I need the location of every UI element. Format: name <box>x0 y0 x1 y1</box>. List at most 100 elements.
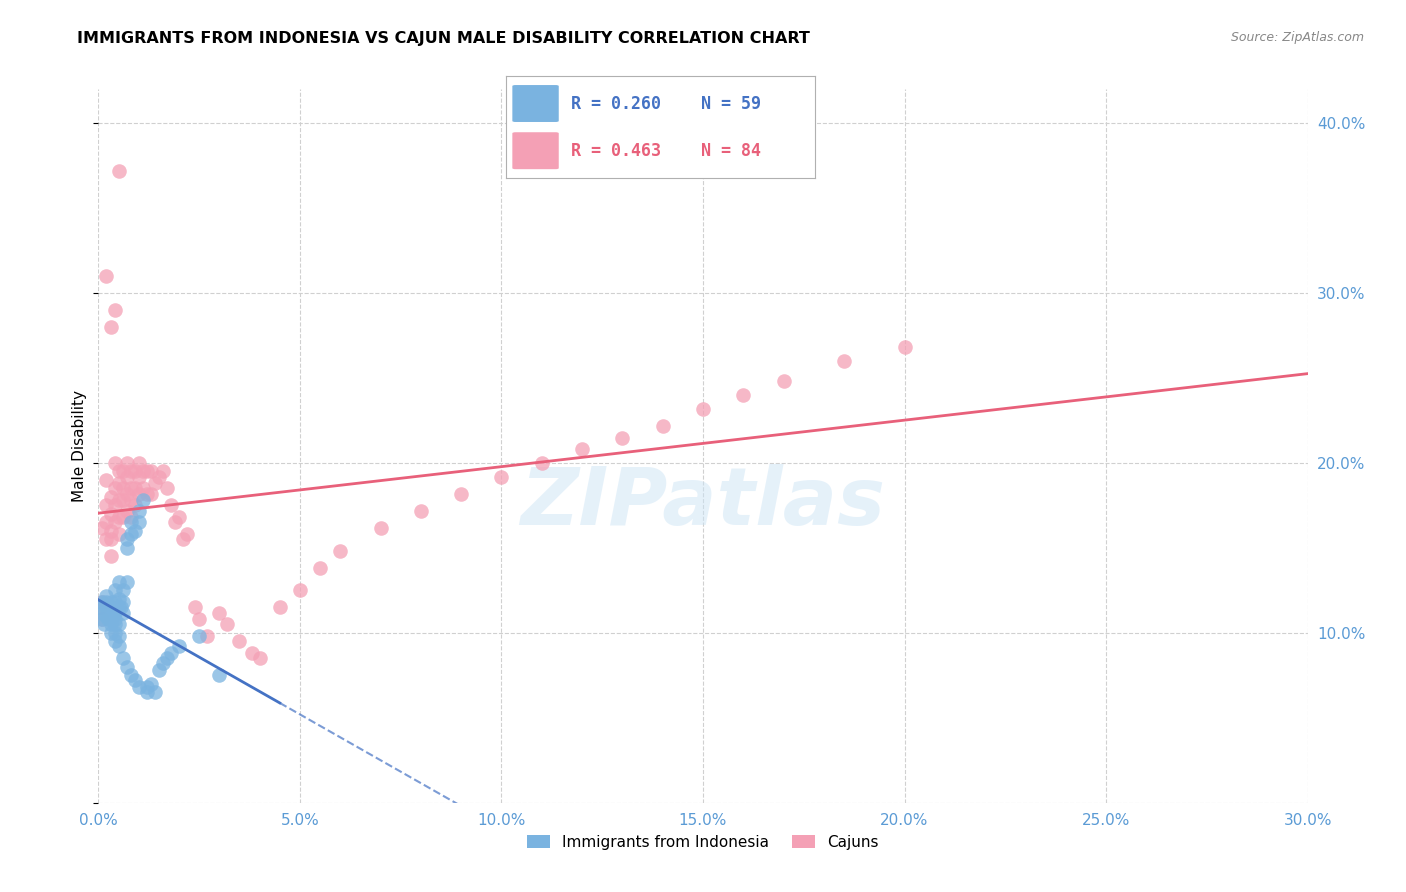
Point <box>240 646 263 660</box>
Point <box>111 510 134 524</box>
Point <box>100 612 122 626</box>
Point <box>100 595 122 609</box>
Point <box>110 600 132 615</box>
Point <box>89 600 111 615</box>
Point <box>148 469 170 483</box>
Point <box>120 510 142 524</box>
Point <box>107 510 129 524</box>
Point <box>100 524 122 538</box>
Point <box>152 465 174 479</box>
Point <box>115 503 138 517</box>
Point <box>96 473 118 487</box>
Point <box>132 465 155 479</box>
Point <box>172 533 194 547</box>
Point <box>128 516 150 530</box>
Point <box>107 527 129 541</box>
Point <box>156 482 179 496</box>
Point <box>160 646 183 660</box>
Point <box>148 663 170 677</box>
Text: N = 84: N = 84 <box>702 142 761 160</box>
Point <box>571 442 593 457</box>
Point <box>143 685 166 699</box>
Point <box>409 503 432 517</box>
Point <box>103 606 125 620</box>
Point <box>195 629 218 643</box>
Point <box>152 657 174 671</box>
Point <box>120 482 142 496</box>
Point <box>91 606 114 620</box>
Point <box>103 617 125 632</box>
Point <box>651 418 673 433</box>
Point <box>124 673 146 688</box>
Point <box>103 499 125 513</box>
Point <box>103 303 125 318</box>
Point <box>208 668 231 682</box>
Point <box>91 612 114 626</box>
Point <box>89 600 111 615</box>
Point <box>111 595 134 609</box>
Point <box>115 574 138 589</box>
Point <box>96 499 118 513</box>
Point <box>100 507 122 521</box>
Text: IMMIGRANTS FROM INDONESIA VS CAJUN MALE DISABILITY CORRELATION CHART: IMMIGRANTS FROM INDONESIA VS CAJUN MALE … <box>77 31 810 46</box>
Point <box>167 510 190 524</box>
Point <box>107 493 129 508</box>
Point <box>91 520 114 534</box>
Text: Source: ZipAtlas.com: Source: ZipAtlas.com <box>1230 31 1364 45</box>
Point <box>124 465 146 479</box>
Point <box>111 606 134 620</box>
Point <box>107 629 129 643</box>
Point <box>132 482 155 496</box>
Point <box>160 499 183 513</box>
Point <box>107 617 129 632</box>
Point <box>107 465 129 479</box>
Point <box>139 486 162 500</box>
Point <box>100 533 122 547</box>
Point <box>139 677 162 691</box>
Point <box>103 516 125 530</box>
Point <box>370 520 392 534</box>
Point <box>128 680 150 694</box>
Point <box>249 651 271 665</box>
Point <box>103 456 125 470</box>
Point <box>184 600 207 615</box>
Text: ZIPatlas: ZIPatlas <box>520 464 886 542</box>
Point <box>103 482 125 496</box>
Point <box>96 589 118 603</box>
FancyBboxPatch shape <box>512 85 558 122</box>
Point <box>103 634 125 648</box>
Point <box>100 606 122 620</box>
Point <box>228 634 250 648</box>
Point <box>832 354 855 368</box>
Point <box>208 606 231 620</box>
Point <box>100 626 122 640</box>
Point <box>132 493 155 508</box>
Point <box>128 486 150 500</box>
Point <box>124 482 146 496</box>
Point <box>107 574 129 589</box>
Point <box>139 465 162 479</box>
Legend: Immigrants from Indonesia, Cajuns: Immigrants from Indonesia, Cajuns <box>522 829 884 855</box>
FancyBboxPatch shape <box>512 132 558 169</box>
Point <box>135 685 157 699</box>
Text: R = 0.463: R = 0.463 <box>571 142 661 160</box>
Point <box>176 527 198 541</box>
Point <box>115 541 138 555</box>
Point <box>329 544 352 558</box>
Point <box>96 608 118 623</box>
Point <box>128 503 150 517</box>
Point <box>188 629 211 643</box>
Point <box>188 612 211 626</box>
Point <box>103 583 125 598</box>
Point <box>288 583 311 598</box>
Point <box>217 617 239 632</box>
Point <box>124 524 146 538</box>
Point <box>491 469 513 483</box>
Point <box>124 499 146 513</box>
Point <box>115 486 138 500</box>
Point <box>111 493 134 508</box>
Point <box>120 493 142 508</box>
Point <box>115 456 138 470</box>
Point <box>91 595 114 609</box>
Point <box>111 651 134 665</box>
